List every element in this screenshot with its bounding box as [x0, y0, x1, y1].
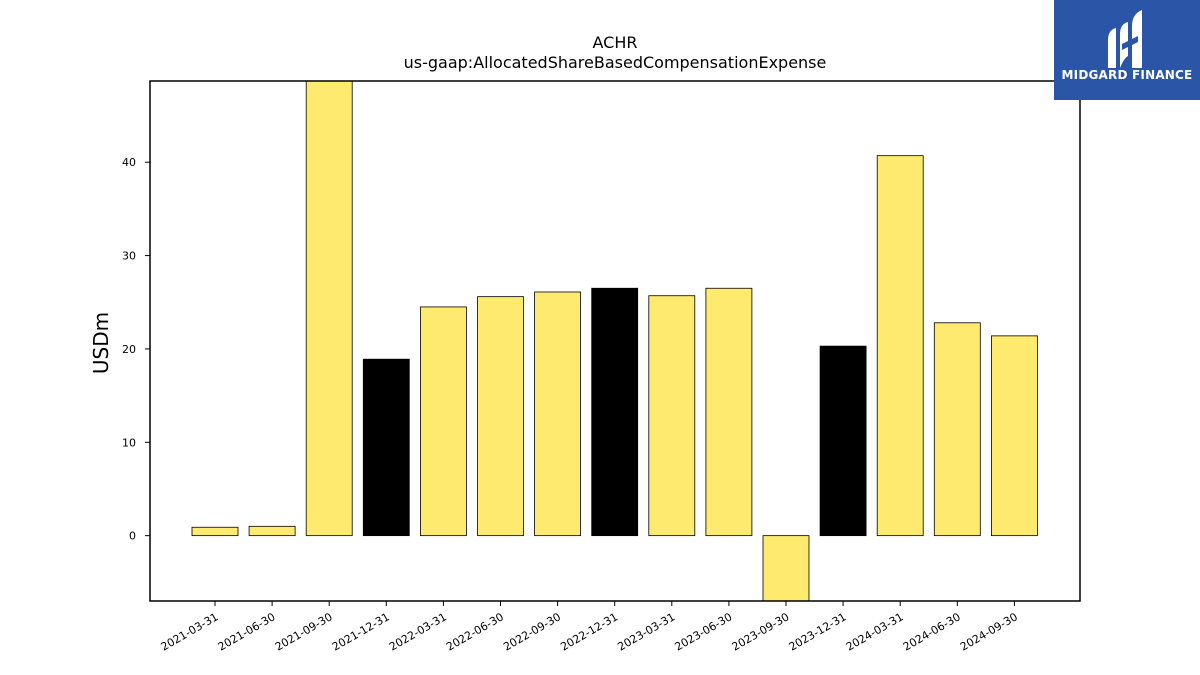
- y-tick-label: 20: [122, 343, 136, 356]
- bar-2021-12-31: [362, 358, 410, 537]
- bar-2021-06-30: [248, 525, 296, 537]
- bar-2023-06-30: [705, 287, 753, 537]
- logo-mark-icon: [1108, 10, 1142, 68]
- y-ticks: 0 10 20 30 40: [122, 156, 150, 543]
- bar-2024-09-30: [991, 335, 1038, 537]
- plot-area-frame: [149, 80, 1081, 602]
- bar-2022-03-31: [419, 306, 467, 537]
- bars-layer: [191, 80, 1038, 602]
- bar-2022-09-30: [534, 291, 581, 537]
- x-tick-label: 2022-09-30: [501, 610, 563, 653]
- chart-subtitle: us-gaap:AllocatedShareBasedCompensationE…: [404, 53, 827, 72]
- y-tick-label: 40: [122, 156, 136, 169]
- bar-2023-09-30: [762, 535, 810, 602]
- x-tick-label: 2023-12-31: [787, 610, 849, 653]
- bar-2024-03-31: [876, 155, 924, 537]
- x-tick-label: 2022-03-31: [387, 610, 449, 653]
- bar-2021-03-31: [191, 526, 239, 537]
- bar-2024-06-30: [933, 322, 981, 537]
- midgard-finance-logo: MIDGARD FINANCE: [1054, 0, 1200, 100]
- logo-text: MIDGARD FINANCE: [1061, 68, 1193, 82]
- x-tick-label: 2024-09-30: [958, 610, 1020, 653]
- bar-2023-03-31: [648, 295, 696, 537]
- x-tick-label: 2023-03-31: [615, 610, 677, 653]
- x-tick-label: 2022-12-31: [558, 610, 620, 653]
- chart-title: ACHR: [593, 33, 638, 52]
- x-tick-label: 2021-12-31: [330, 610, 392, 653]
- y-tick-label: 0: [129, 530, 136, 543]
- y-tick-label: 30: [122, 250, 136, 263]
- x-tick-label: 2024-03-31: [844, 610, 906, 653]
- x-tick-label: 2022-06-30: [444, 610, 506, 653]
- x-tick-label: 2021-03-31: [159, 610, 221, 653]
- x-tick-label: 2023-06-30: [673, 610, 735, 653]
- bar-2023-12-31: [819, 345, 867, 537]
- x-tick-label: 2024-06-30: [901, 610, 963, 653]
- bar-2022-12-31: [591, 287, 639, 537]
- bar-2021-09-30: [305, 80, 353, 537]
- x-tick-label: 2021-09-30: [273, 610, 335, 653]
- x-tick-label: 2021-06-30: [216, 610, 278, 653]
- bar-2022-06-30: [477, 296, 524, 537]
- x-ticks: 2021-03-312021-06-302021-09-302021-12-31…: [159, 601, 1020, 654]
- y-tick-label: 10: [122, 436, 136, 449]
- y-axis-label: USDm: [89, 312, 113, 374]
- x-tick-label: 2023-09-30: [730, 610, 792, 653]
